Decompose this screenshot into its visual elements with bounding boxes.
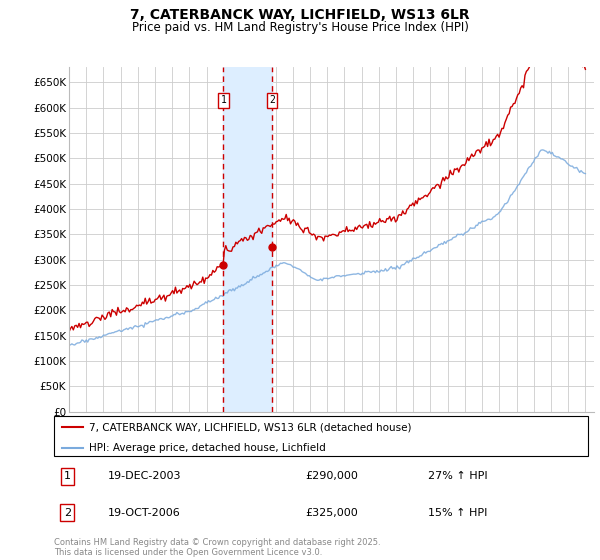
Text: 7, CATERBANCK WAY, LICHFIELD, WS13 6LR: 7, CATERBANCK WAY, LICHFIELD, WS13 6LR bbox=[130, 8, 470, 22]
Text: 15% ↑ HPI: 15% ↑ HPI bbox=[428, 507, 487, 517]
Text: Price paid vs. HM Land Registry's House Price Index (HPI): Price paid vs. HM Land Registry's House … bbox=[131, 21, 469, 34]
Text: 1: 1 bbox=[220, 95, 226, 105]
Text: 7, CATERBANCK WAY, LICHFIELD, WS13 6LR (detached house): 7, CATERBANCK WAY, LICHFIELD, WS13 6LR (… bbox=[89, 422, 411, 432]
Text: 1: 1 bbox=[64, 472, 71, 482]
Text: 19-OCT-2006: 19-OCT-2006 bbox=[107, 507, 180, 517]
Text: 27% ↑ HPI: 27% ↑ HPI bbox=[428, 472, 487, 482]
Text: 2: 2 bbox=[269, 95, 275, 105]
FancyBboxPatch shape bbox=[54, 416, 588, 456]
Text: HPI: Average price, detached house, Lichfield: HPI: Average price, detached house, Lich… bbox=[89, 442, 325, 452]
Text: £290,000: £290,000 bbox=[305, 472, 358, 482]
Text: 19-DEC-2003: 19-DEC-2003 bbox=[107, 472, 181, 482]
Text: Contains HM Land Registry data © Crown copyright and database right 2025.
This d: Contains HM Land Registry data © Crown c… bbox=[54, 538, 380, 557]
Text: 2: 2 bbox=[64, 507, 71, 517]
Bar bbox=[223, 67, 272, 412]
Text: £325,000: £325,000 bbox=[305, 507, 358, 517]
